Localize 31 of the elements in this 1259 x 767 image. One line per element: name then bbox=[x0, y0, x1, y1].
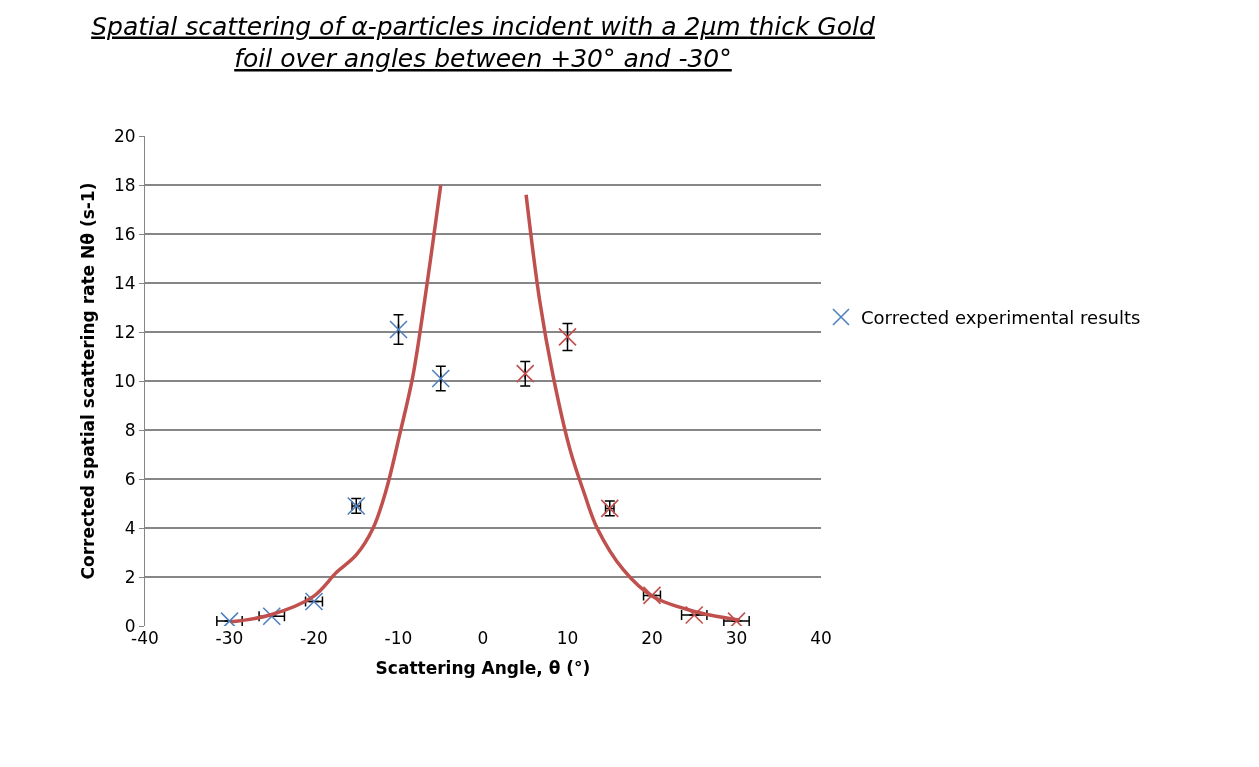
y-tick-label: 10 bbox=[113, 370, 136, 391]
x-tick-label: -20 bbox=[300, 628, 328, 648]
line-series bbox=[524, 193, 742, 622]
x-tick-label: 10 bbox=[556, 628, 579, 648]
y-tick-label: 6 bbox=[124, 468, 136, 489]
x-axis-title: Scattering Angle, θ (°) bbox=[375, 658, 591, 679]
point bbox=[389, 320, 408, 339]
x-tick-label: 40 bbox=[810, 628, 832, 648]
point bbox=[684, 605, 704, 625]
y-tick-label: 20 bbox=[113, 125, 136, 146]
point bbox=[262, 606, 282, 626]
x-tick-label: 0 bbox=[477, 628, 489, 648]
point bbox=[600, 499, 620, 518]
y-tick-label: 12 bbox=[113, 321, 136, 342]
point bbox=[515, 364, 535, 383]
y-tick-label: 2 bbox=[124, 566, 136, 587]
y-tick-label: 4 bbox=[124, 517, 136, 538]
y-tick-label: 8 bbox=[124, 419, 136, 440]
y-tick-label: 18 bbox=[113, 174, 136, 195]
y-tick-label: 16 bbox=[113, 223, 136, 244]
x-tick-label: 30 bbox=[725, 628, 748, 648]
line-series bbox=[229, 183, 443, 624]
point bbox=[558, 327, 577, 347]
x-tick-label: -10 bbox=[384, 628, 413, 648]
x-tick-label: -30 bbox=[215, 628, 244, 648]
y-axis-title: Corrected spatial scattering rate Nθ (s-1) bbox=[77, 182, 98, 580]
legend-label: Corrected experimental results bbox=[861, 307, 1141, 329]
x-tick-label: 20 bbox=[641, 628, 663, 648]
y-tick-label: 14 bbox=[113, 272, 136, 293]
chart-title: Spatial scattering of α-particles incident with a 2µm thick Gold foil over angles between +30° and -30° bbox=[91, 11, 875, 74]
point bbox=[431, 369, 451, 388]
